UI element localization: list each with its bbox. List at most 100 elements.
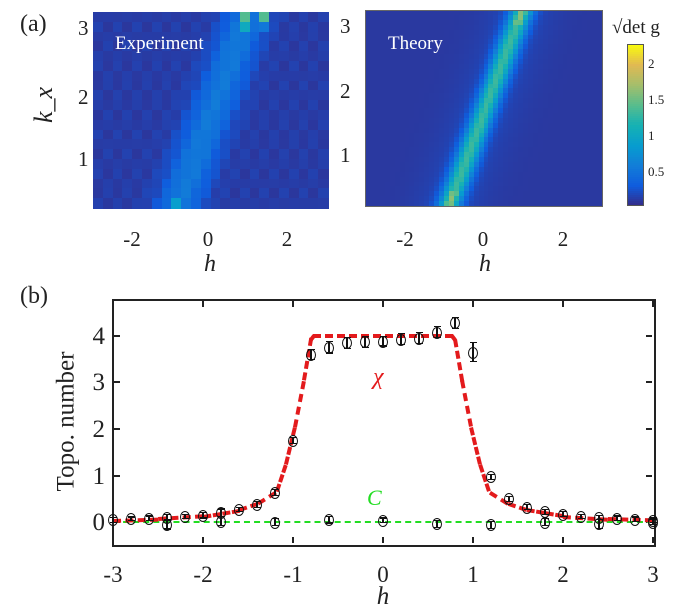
heatmap-cell <box>547 103 554 109</box>
heatmap-cell <box>508 103 514 109</box>
heatmap-cell <box>552 171 559 178</box>
heatmap-cell <box>151 41 163 52</box>
heatmap-cell <box>374 196 381 202</box>
heatmap-cell <box>453 93 460 99</box>
heatmap-cell <box>453 24 460 31</box>
heatmap-cell <box>458 137 465 143</box>
heatmap-cell <box>567 137 574 143</box>
heatmap-cell <box>444 59 450 65</box>
heatmap-cell <box>308 70 319 82</box>
heatmap-cell <box>468 54 475 60</box>
heatmap-cell <box>567 142 574 148</box>
heatmap-cell <box>478 19 485 26</box>
heatmap-cell <box>374 10 381 16</box>
heatmap-cell <box>532 122 539 129</box>
heatmap-cell <box>308 12 319 23</box>
heatmap-cell <box>379 147 386 153</box>
heatmap-cell <box>369 201 376 207</box>
heatmap-cell <box>394 127 401 134</box>
heatmap-cell <box>527 98 534 104</box>
heatmap-cell <box>394 176 401 183</box>
heatmap-cell <box>597 93 603 99</box>
heatmap-cell <box>210 188 221 199</box>
heatmap-cell <box>404 10 411 16</box>
heatmap-cell <box>365 166 371 173</box>
heatmap-cell <box>552 147 559 153</box>
heatmap-cell <box>463 176 470 183</box>
heatmap-cell <box>597 14 603 21</box>
heatmap-cell <box>518 68 524 75</box>
heatmap-cell <box>448 103 455 109</box>
heatmap-cell <box>518 93 524 99</box>
heatmap-cell <box>414 14 420 21</box>
colorbar-tick-2: 2 <box>648 56 655 71</box>
heatmap-cell <box>523 108 529 114</box>
heatmap-cell <box>429 171 435 178</box>
heatmap-cell <box>269 21 280 33</box>
heatmap-cell <box>478 63 485 70</box>
heatmap-cell <box>453 34 460 41</box>
heatmap-cell <box>582 44 588 50</box>
heatmap-cell <box>434 191 440 197</box>
heatmap-cell <box>429 88 435 94</box>
heatmap-cell <box>557 93 564 99</box>
heatmap-cell <box>414 59 420 65</box>
heatmap-cell <box>308 41 319 52</box>
heatmap-cell <box>523 152 529 158</box>
heatmap-cell <box>379 19 386 26</box>
heatmap-cell <box>567 201 574 207</box>
heatmap-cell <box>399 122 406 129</box>
heatmap-cell <box>503 39 509 45</box>
heatmap-cell <box>419 10 425 16</box>
heatmap-cell <box>389 186 396 192</box>
heatmap-cell <box>141 149 153 160</box>
heatmap-cell <box>478 68 485 75</box>
heatmap-cell <box>374 83 381 90</box>
heatmap-cell <box>577 108 583 114</box>
chi-annotation: χ <box>373 364 384 390</box>
heatmap-cell <box>463 68 470 75</box>
heatmap-cell <box>592 127 598 134</box>
heatmap-cell <box>537 117 544 124</box>
heatmap-cell <box>567 161 574 168</box>
y-tick-mark <box>114 334 120 337</box>
heatmap-cell <box>269 80 280 92</box>
heatmap-cell <box>404 24 411 31</box>
heatmap-cell <box>458 112 465 119</box>
heatmap-cell <box>448 201 455 207</box>
heatmap-cell <box>567 152 574 158</box>
heatmap-cell <box>394 108 401 114</box>
heatmap-cell <box>518 196 524 202</box>
exp-xtick-2: 2 <box>281 227 293 251</box>
heatmap-cell <box>93 41 104 52</box>
heatmap-cell <box>161 119 173 131</box>
heatmap-cell <box>508 117 514 124</box>
heatmap-cell <box>488 201 495 207</box>
heatmap-cell <box>181 139 192 150</box>
heatmap-cell <box>419 137 425 143</box>
heatmap-cell <box>389 83 396 90</box>
heatmap-cell <box>592 59 598 65</box>
heatmap-cell <box>404 73 411 80</box>
heatmap-cell <box>429 176 435 183</box>
heatmap-cell <box>151 31 163 43</box>
heatmap-cell <box>592 142 598 148</box>
heatmap-cell <box>587 152 593 158</box>
heatmap-cell <box>384 176 391 183</box>
heatmap-cell <box>298 70 310 82</box>
heatmap-cell <box>151 178 163 190</box>
heatmap-cell <box>249 90 261 101</box>
heatmap-cell <box>419 78 425 85</box>
heatmap-cell <box>200 168 212 180</box>
heatmap-cell <box>458 19 465 26</box>
heatmap-cell <box>523 98 529 104</box>
heatmap-cell <box>269 198 280 209</box>
heatmap-cell <box>498 181 504 188</box>
heatmap-cell <box>532 112 539 119</box>
heatmap-cell <box>572 108 578 114</box>
heatmap-cell <box>374 191 381 197</box>
heatmap-cell <box>587 142 593 148</box>
heatmap-cell <box>518 137 524 143</box>
heatmap-cell <box>582 88 588 94</box>
heatmap-cell <box>230 168 241 180</box>
